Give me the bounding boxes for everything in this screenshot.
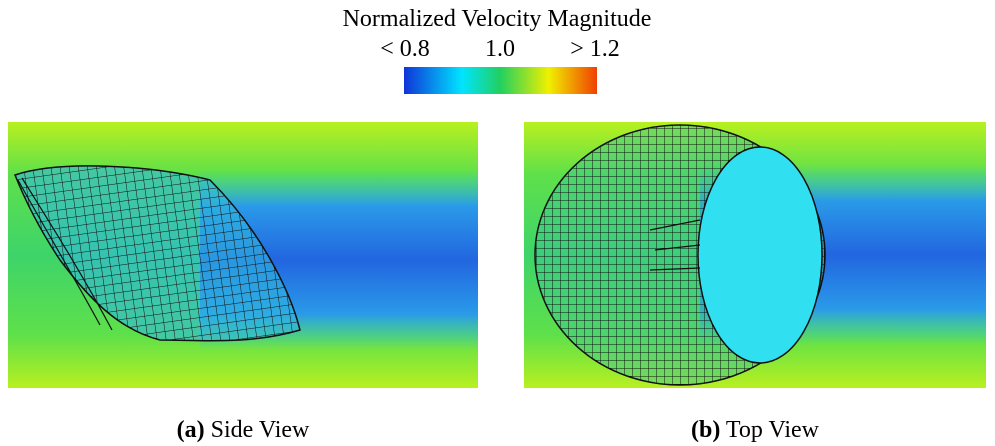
caption-text: Top View (726, 417, 820, 443)
caption: (b) Top View (691, 417, 820, 443)
side-view-image (8, 122, 478, 388)
colorbar-label: > 1.2 (570, 36, 620, 62)
caption-label: (b) (691, 417, 720, 443)
colorbar-label: 1.0 (485, 36, 515, 62)
colorbar-label: < 0.8 (380, 36, 430, 62)
top-view-image (524, 122, 986, 388)
caption-label: (a) (177, 417, 205, 443)
caption: (a) Side View (177, 417, 310, 443)
caption-text: Side View (211, 417, 310, 443)
colorbar-title: Normalized Velocity Magnitude (343, 6, 652, 32)
colorbar (404, 67, 597, 94)
